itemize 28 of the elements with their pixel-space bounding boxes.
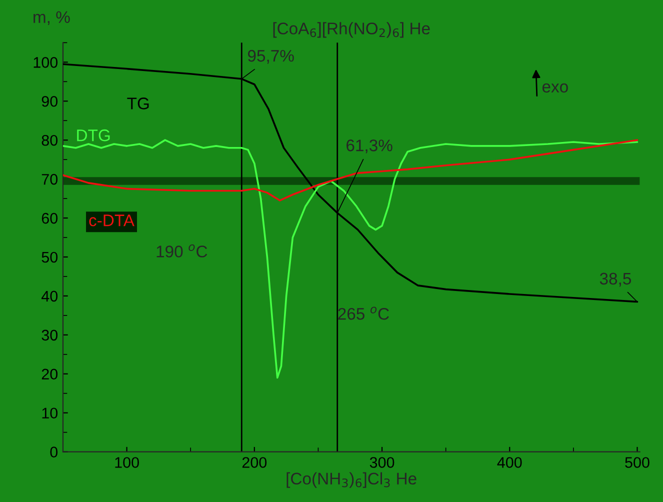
series-label: DTG: [77, 129, 110, 142]
ref-line-label: 190 $^{o}$C: [156, 244, 208, 258]
y-tick-label: 20: [42, 368, 58, 380]
x-tick-label: 500: [625, 457, 650, 468]
series-label: c-DTA: [89, 214, 134, 226]
annotation: 38,5: [600, 272, 631, 287]
chart-title: [CoA$_{6}$][Rh(NO$_{2}$)$_{6}$] He: [273, 22, 430, 38]
y-tick-label: 30: [42, 330, 58, 341]
y-tick-label: 80: [42, 134, 58, 146]
annotation: 61,3%: [346, 140, 392, 154]
y-axis-title: m, %: [34, 11, 70, 25]
y-tick-label: 90: [42, 96, 58, 107]
y-tick-label: 100: [34, 57, 58, 68]
y-tick-label: 10: [42, 408, 58, 419]
x-tick-label: 400: [497, 457, 522, 468]
annotation: 95,7%: [248, 50, 294, 64]
y-tick-label: 0: [50, 446, 58, 458]
x-tick-label: 200: [242, 457, 267, 468]
y-tick-label: 40: [41, 290, 58, 302]
series-label: TG: [127, 98, 149, 110]
ref-line-label: 265 $^{o}$C: [338, 306, 389, 320]
x-tick-label: 300: [370, 457, 394, 468]
y-tick-label: 50: [42, 252, 58, 263]
x-axis-title: [Co(NH$_{3}$)$_{6}$]Cl$_{3}$ He: [286, 472, 416, 488]
annotation: exo: [542, 83, 568, 93]
y-tick-label: 70: [42, 174, 58, 185]
x-tick-label: 100: [115, 457, 139, 468]
y-tick-label: 60: [42, 212, 58, 224]
